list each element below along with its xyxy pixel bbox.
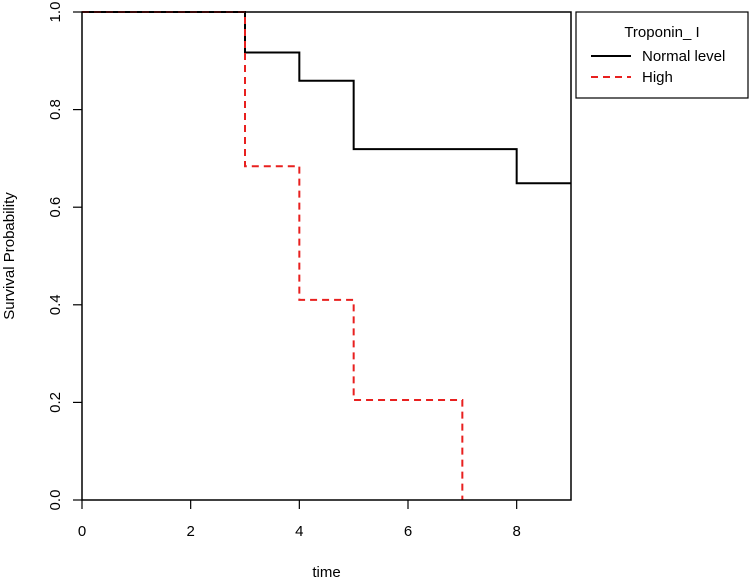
x-tick-label: 0	[78, 523, 86, 540]
legend-label: Normal level	[642, 48, 725, 65]
y-tick-label: 0.2	[47, 392, 64, 413]
legend: Troponin_ I Normal level High	[575, 11, 749, 99]
y-tick-label: 0.8	[47, 99, 64, 120]
x-tick-label: 8	[512, 523, 520, 540]
x-axis-title: time	[312, 564, 340, 581]
legend-title: Troponin_ I	[624, 24, 699, 41]
series-line-normal-level	[82, 11, 571, 185]
x-tick-label: 2	[186, 523, 194, 540]
axes: 0 2 4 6 8 0.0 0.2 0.4 0.6 0.8 1.0 time Survival Prob…	[1, 2, 572, 581]
y-tick-label: 1.0	[47, 2, 64, 23]
plot-frame	[81, 11, 572, 501]
y-axis-title: Survival Probability	[1, 192, 18, 320]
plot-area	[82, 11, 571, 500]
legend-label: High	[642, 69, 673, 86]
x-tick-label: 6	[404, 523, 412, 540]
y-tick-label: 0.4	[47, 294, 64, 315]
series-line-high	[82, 11, 464, 500]
y-tick-label: 0.6	[47, 197, 64, 218]
x-tick-label: 4	[295, 523, 303, 540]
y-tick-label: 0.0	[47, 490, 64, 511]
